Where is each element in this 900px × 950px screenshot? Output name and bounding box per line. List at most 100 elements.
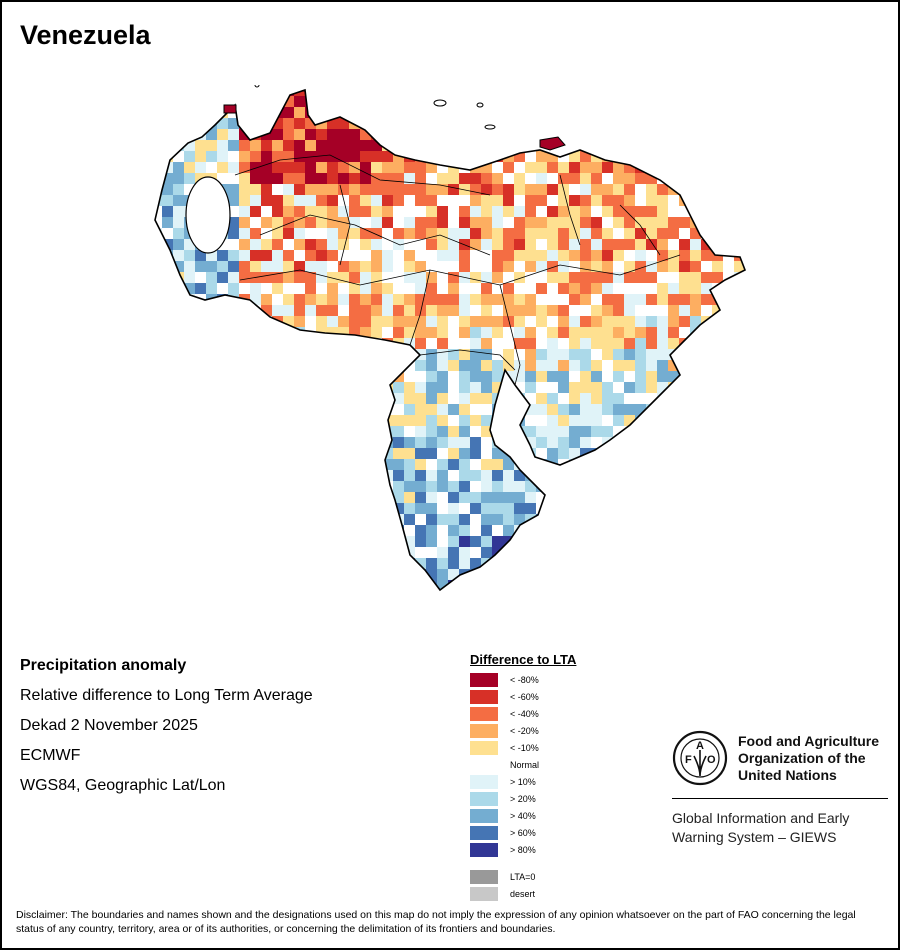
anomaly-cell: [206, 558, 217, 569]
anomaly-cell: [723, 481, 734, 492]
anomaly-cell: [338, 206, 349, 217]
anomaly-cell: [283, 338, 294, 349]
anomaly-cell: [272, 140, 283, 151]
anomaly-cell: [514, 250, 525, 261]
anomaly-cell: [591, 90, 602, 96]
anomaly-cell: [316, 283, 327, 294]
anomaly-cell: [404, 206, 415, 217]
anomaly-cell: [668, 338, 679, 349]
anomaly-cell: [382, 107, 393, 118]
anomaly-cell: [327, 107, 338, 118]
anomaly-cell: [547, 393, 558, 404]
anomaly-cell: [503, 569, 514, 580]
anomaly-cell: [217, 382, 228, 393]
anomaly-cell: [349, 459, 360, 470]
anomaly-cell: [426, 162, 437, 173]
anomaly-cell: [393, 129, 404, 140]
anomaly-cell: [371, 250, 382, 261]
anomaly-cell: [657, 503, 668, 514]
anomaly-cell: [360, 107, 371, 118]
anomaly-cell: [316, 569, 327, 580]
anomaly-cell: [448, 547, 459, 558]
anomaly-cell: [261, 448, 272, 459]
anomaly-cell: [503, 426, 514, 437]
anomaly-cell: [613, 426, 624, 437]
anomaly-cell: [360, 206, 371, 217]
anomaly-cell: [371, 151, 382, 162]
anomaly-cell: [327, 206, 338, 217]
anomaly-cell: [591, 514, 602, 525]
anomaly-cell: [437, 140, 448, 151]
anomaly-cell: [382, 118, 393, 129]
legend-swatch: [470, 869, 498, 884]
anomaly-cell: [536, 195, 547, 206]
anomaly-cell: [184, 261, 195, 272]
anomaly-cell: [338, 569, 349, 580]
legend-label: < -20%: [510, 725, 539, 736]
anomaly-cell: [393, 558, 404, 569]
giews-line: Warning System – GIEWS: [672, 829, 837, 845]
anomaly-cell: [239, 415, 250, 426]
anomaly-cell: [140, 558, 151, 569]
anomaly-cell: [503, 96, 514, 107]
anomaly-cell: [173, 525, 184, 536]
anomaly-cell: [635, 470, 646, 481]
anomaly-cell: [525, 426, 536, 437]
anomaly-cell: [646, 360, 657, 371]
anomaly-cell: [525, 305, 536, 316]
anomaly-cell: [635, 151, 646, 162]
anomaly-cell: [734, 602, 745, 605]
anomaly-cell: [712, 96, 723, 107]
anomaly-cell: [155, 382, 162, 393]
anomaly-cell: [393, 437, 404, 448]
anomaly-cell: [239, 404, 250, 415]
anomaly-cell: [734, 118, 745, 129]
anomaly-cell: [195, 382, 206, 393]
anomaly-cell: [525, 140, 536, 151]
anomaly-cell: [206, 272, 217, 283]
anomaly-cell: [349, 96, 360, 107]
anomaly-cell: [415, 558, 426, 569]
anomaly-cell: [536, 118, 547, 129]
anomaly-cell: [756, 338, 760, 349]
anomaly-cell: [624, 327, 635, 338]
anomaly-cell: [635, 525, 646, 536]
anomaly-cell: [437, 338, 448, 349]
anomaly-cell: [250, 382, 261, 393]
anomaly-cell: [580, 151, 591, 162]
anomaly-cell: [338, 294, 349, 305]
anomaly-cell: [371, 415, 382, 426]
anomaly-cell: [250, 316, 261, 327]
anomaly-cell: [426, 580, 437, 590]
anomaly-cell: [261, 250, 272, 261]
anomaly-cell: [437, 283, 448, 294]
anomaly-cell: [745, 536, 756, 547]
anomaly-cell: [723, 206, 734, 217]
anomaly-cell: [239, 569, 250, 580]
anomaly-cell: [646, 305, 657, 316]
anomaly-cell: [195, 415, 206, 426]
anomaly-cell: [349, 272, 360, 283]
anomaly-cell: [536, 591, 547, 602]
anomaly-cell: [470, 151, 481, 162]
anomaly-cell: [338, 305, 349, 316]
anomaly-cell: [481, 382, 492, 393]
anomaly-cell: [349, 404, 360, 415]
anomaly-cell: [558, 492, 569, 503]
anomaly-cell: [525, 283, 536, 294]
anomaly-cell: [316, 261, 327, 272]
legend-label: < -60%: [510, 691, 539, 702]
anomaly-cell: [195, 448, 206, 459]
anomaly-cell: [272, 591, 283, 602]
anomaly-cell: [239, 96, 250, 107]
anomaly-cell: [734, 569, 745, 580]
anomaly-cell: [690, 426, 701, 437]
anomaly-cell: [481, 591, 492, 602]
anomaly-cell: [140, 503, 151, 514]
anomaly-cell: [657, 525, 668, 536]
anomaly-cell: [228, 470, 239, 481]
anomaly-cell: [756, 250, 760, 261]
anomaly-cell: [558, 217, 569, 228]
anomaly-cell: [569, 173, 580, 184]
anomaly-cell: [327, 316, 338, 327]
